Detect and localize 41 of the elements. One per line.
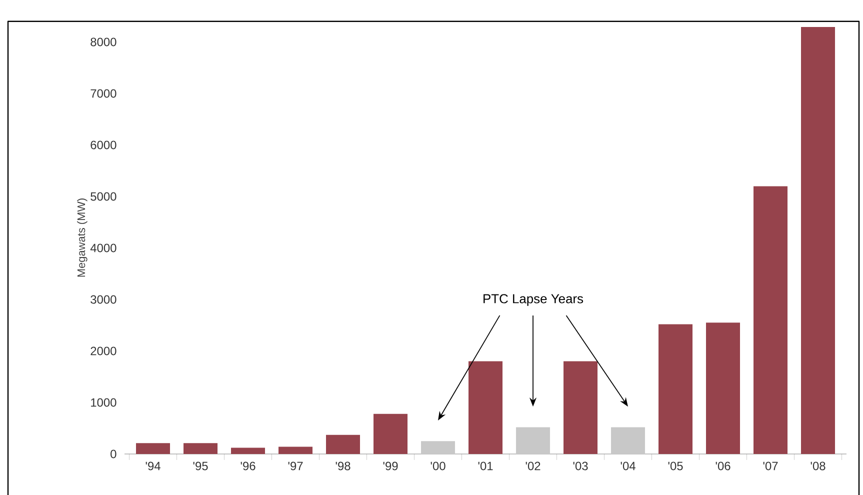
bar [278, 446, 313, 454]
x-tick-label: '08 [810, 462, 826, 470]
x-tick-label: '06 [716, 462, 730, 470]
y-tick-label: 0 [110, 450, 116, 458]
bar [754, 186, 788, 454]
y-tick-label: 6000 [90, 140, 116, 150]
x-tick-label: '07 [763, 462, 778, 470]
bar [231, 448, 266, 454]
x-tick-label: '98 [336, 462, 350, 470]
y-tick-label: 7000 [90, 89, 116, 98]
x-tick-label: '03 [573, 462, 588, 470]
x-tick-label: '04 [620, 462, 636, 470]
x-tick-label: '96 [240, 462, 256, 470]
y-tick-label: 8000 [90, 38, 116, 46]
bar [136, 443, 170, 454]
bar [658, 324, 693, 454]
y-tick-label: 2000 [90, 346, 116, 356]
x-tick-label: '95 [193, 462, 208, 470]
x-tick-label: '00 [430, 462, 446, 470]
x-tick-label: '02 [526, 462, 540, 470]
x-tick-label: '97 [288, 462, 303, 470]
y-tick-label: 3000 [90, 295, 116, 304]
y-tick-label: 4000 [90, 244, 116, 252]
bar [468, 361, 503, 454]
bar [611, 427, 646, 454]
bar [326, 434, 360, 454]
bar [184, 443, 218, 454]
x-tick-label: '05 [668, 462, 683, 470]
bar [706, 322, 740, 454]
annotation: PTC Lapse Years [484, 294, 584, 306]
bar [516, 427, 550, 454]
y-tick-label: 1000 [91, 398, 116, 407]
bar [801, 27, 836, 454]
bar [374, 414, 408, 454]
y-tick-label: 5000 [90, 192, 116, 201]
bar [564, 361, 598, 454]
x-tick-label: '94 [146, 462, 160, 470]
bar [421, 441, 456, 454]
x-tick-label: '99 [383, 462, 398, 470]
y-axis-title: Megawats (MW) [77, 198, 88, 277]
x-tick-label: '01 [478, 462, 493, 470]
